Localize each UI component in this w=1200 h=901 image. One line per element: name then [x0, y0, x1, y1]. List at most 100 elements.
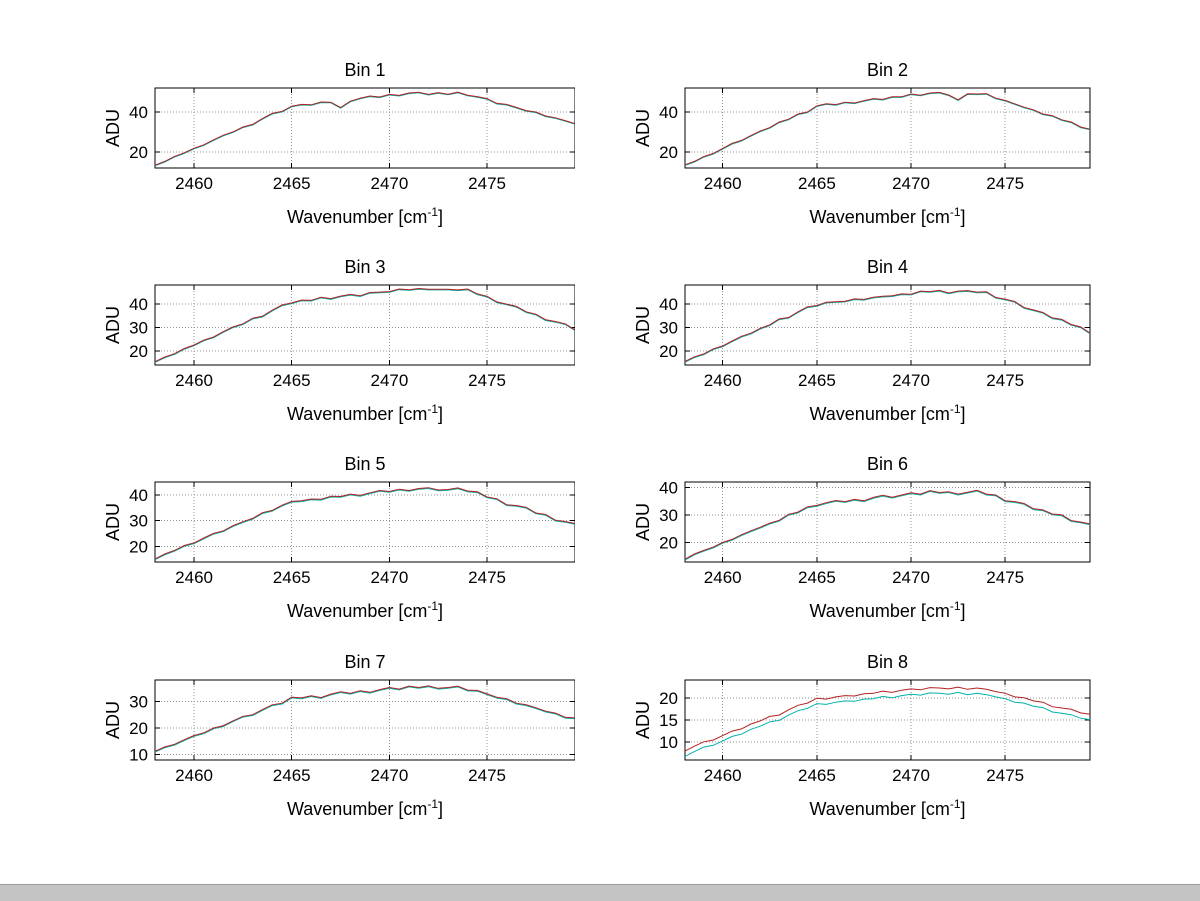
x-axis-label-sup: -1 — [427, 205, 439, 219]
axes-box — [154, 679, 575, 761]
trace-teal-line — [154, 686, 575, 753]
x-tick-label: 2470 — [370, 174, 408, 193]
subplot-title: Bin 8 — [866, 652, 909, 672]
x-tick-label: 2465 — [798, 766, 836, 785]
y-tick-label: 10 — [129, 746, 148, 765]
subplot-bin-6: Bin 6 ADU 2460 2465 2470 2475 20 30 40 Wavenum… — [575, 452, 1105, 637]
x-tick-label: 2465 — [273, 371, 311, 390]
x-tick-label: 2460 — [704, 568, 742, 587]
y-tick-label: 20 — [129, 719, 148, 738]
x-tick-label: 2465 — [798, 174, 836, 193]
y-tick-label: 40 — [659, 479, 678, 498]
x-tick-label: 2465 — [798, 371, 836, 390]
trace-teal-line — [154, 487, 575, 561]
x-tick-label: 2475 — [468, 371, 506, 390]
x-axis-label: Wavenumber [cm-1] — [685, 200, 1090, 228]
x-tick-label: 2475 — [986, 174, 1024, 193]
x-axis-label-sup: -1 — [949, 402, 961, 416]
x-axis-label-sup: -1 — [427, 797, 439, 811]
x-axis-label-sup: -1 — [427, 599, 439, 613]
x-axis-label-text: Wavenumber [cm — [809, 601, 950, 621]
plot-area: 2460 2465 2470 2475 10 20 30 — [129, 679, 575, 785]
axes-box — [684, 87, 1091, 169]
subplot-title: Bin 6 — [866, 454, 909, 474]
trace-red-line — [684, 686, 1091, 752]
x-axis-label-sup: -1 — [949, 205, 961, 219]
x-tick-label: 2470 — [370, 766, 408, 785]
x-tick-label: 2470 — [892, 766, 930, 785]
x-tick-label: 2460 — [704, 766, 742, 785]
x-axis-label: Wavenumber [cm-1] — [155, 200, 575, 228]
subplot-bin-7: Bin 7 ADU 2460 2465 2470 2475 10 20 30 Wavenum… — [45, 650, 575, 835]
plot-area: 2460 2465 2470 2475 20 30 40 — [659, 479, 1091, 587]
x-axis-label-sup: -1 — [427, 402, 439, 416]
axes-box — [684, 679, 1091, 761]
axes-box — [154, 481, 575, 563]
y-tick-label: 10 — [659, 733, 678, 752]
x-tick-label: 2465 — [273, 174, 311, 193]
x-tick-label: 2470 — [892, 174, 930, 193]
trace-teal-line — [684, 691, 1091, 757]
y-tick-label: 40 — [659, 103, 678, 122]
x-tick-label: 2470 — [892, 568, 930, 587]
subplot-title: Bin 2 — [866, 60, 909, 80]
x-tick-label: 2465 — [798, 568, 836, 587]
axes-box — [684, 284, 1091, 366]
x-axis-label: Wavenumber [cm-1] — [155, 594, 575, 622]
x-axis-label-close: ] — [438, 207, 444, 227]
trace-red-line — [154, 487, 575, 560]
y-tick-label: 30 — [129, 318, 148, 337]
x-axis-label-text: Wavenumber [cm — [809, 207, 950, 227]
y-tick-label: 20 — [659, 342, 678, 361]
subplot-bin-4: Bin 4 ADU 2460 2465 2470 2475 20 30 40 Wavenum… — [575, 255, 1105, 440]
x-tick-label: 2470 — [370, 568, 408, 587]
x-tick-label: 2475 — [468, 766, 506, 785]
x-axis-label: Wavenumber [cm-1] — [685, 594, 1090, 622]
y-tick-label: 30 — [659, 318, 678, 337]
trace-teal-line — [684, 92, 1091, 166]
plot-area: 2460 2465 2470 2475 20 30 40 — [129, 284, 575, 390]
x-tick-label: 2475 — [986, 568, 1024, 587]
x-tick-label: 2465 — [273, 766, 311, 785]
subplot-bin-2: Bin 2 ADU 2460 2465 2470 2475 20 40 Wavenumbe… — [575, 58, 1105, 243]
y-tick-label: 20 — [659, 534, 678, 553]
subplot-bin-8: Bin 8 ADU 2460 2465 2470 2475 10 15 20 Wavenum… — [575, 650, 1105, 835]
axes-box — [154, 87, 575, 169]
x-tick-label: 2460 — [175, 174, 213, 193]
y-tick-label: 40 — [129, 103, 148, 122]
trace-teal-line — [154, 288, 575, 363]
trace-red-line — [684, 91, 1091, 166]
x-tick-label: 2470 — [892, 371, 930, 390]
trace-teal-line — [684, 290, 1091, 363]
y-tick-label: 20 — [129, 143, 148, 162]
x-axis-label-sup: -1 — [949, 599, 961, 613]
plot-area: 2460 2465 2470 2475 20 30 40 — [659, 284, 1091, 390]
window-bottom-bar — [0, 884, 1200, 901]
x-axis-label-text: Wavenumber [cm — [286, 207, 428, 227]
x-axis-label-close: ] — [438, 601, 444, 621]
x-axis-label-sup: -1 — [949, 797, 961, 811]
subplot-title: Bin 5 — [344, 454, 386, 474]
x-tick-label: 2460 — [175, 568, 213, 587]
subplot-title: Bin 1 — [344, 60, 386, 80]
axes-box — [154, 284, 575, 366]
subplot-title: Bin 3 — [344, 257, 386, 277]
x-axis-label-text: Wavenumber [cm — [809, 799, 950, 819]
y-tick-label: 40 — [129, 295, 148, 314]
trace-red-line — [154, 685, 575, 752]
y-tick-label: 30 — [129, 512, 148, 531]
x-axis-label-text: Wavenumber [cm — [286, 404, 428, 424]
y-tick-label: 20 — [659, 689, 678, 708]
x-axis-label-close: ] — [960, 207, 966, 227]
x-axis-label-text: Wavenumber [cm — [286, 601, 428, 621]
x-tick-label: 2460 — [175, 766, 213, 785]
y-tick-label: 20 — [129, 342, 148, 361]
x-tick-label: 2475 — [986, 371, 1024, 390]
x-axis-label-text: Wavenumber [cm — [809, 404, 950, 424]
x-tick-label: 2460 — [704, 174, 742, 193]
trace-red-line — [154, 91, 575, 166]
plot-area: 2460 2465 2470 2475 20 30 40 — [129, 481, 575, 587]
plot-area: 2460 2465 2470 2475 10 15 20 — [659, 679, 1091, 785]
x-tick-label: 2465 — [273, 568, 311, 587]
